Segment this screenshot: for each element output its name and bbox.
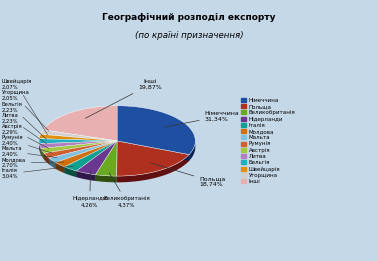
Polygon shape — [49, 141, 117, 163]
Text: Німеччина
31,34%: Німеччина 31,34% — [164, 111, 239, 127]
Polygon shape — [76, 141, 117, 177]
Polygon shape — [39, 139, 117, 144]
Polygon shape — [39, 139, 117, 147]
Text: Угорщина
2,05%: Угорщина 2,05% — [2, 90, 49, 131]
Polygon shape — [44, 141, 117, 159]
Polygon shape — [39, 144, 41, 155]
Polygon shape — [65, 141, 117, 173]
Polygon shape — [65, 141, 117, 173]
Text: Географічний розподіл експорту: Географічний розподіл експорту — [102, 13, 276, 22]
Text: Румунія
2,40%: Румунія 2,40% — [2, 135, 52, 153]
Text: Польща
18,74%: Польща 18,74% — [151, 163, 225, 187]
Polygon shape — [40, 130, 117, 141]
Text: Великобританія
4,37%: Великобританія 4,37% — [103, 173, 150, 207]
Polygon shape — [96, 175, 117, 182]
Polygon shape — [44, 141, 117, 158]
Polygon shape — [41, 141, 117, 155]
Polygon shape — [39, 139, 117, 147]
Text: Швейцарія
2,07%: Швейцарія 2,07% — [2, 79, 48, 135]
Text: Нідерланди
4,26%: Нідерланди 4,26% — [73, 171, 107, 207]
Polygon shape — [117, 141, 189, 161]
Polygon shape — [189, 141, 195, 161]
Text: (по країні призначення): (по країні призначення) — [135, 31, 243, 40]
Polygon shape — [56, 141, 117, 169]
Text: Мальта
2,40%: Мальта 2,40% — [2, 146, 57, 158]
Polygon shape — [96, 141, 117, 181]
Text: Молдова
2,70%: Молдова 2,70% — [2, 157, 64, 168]
Polygon shape — [39, 141, 117, 149]
Polygon shape — [76, 141, 117, 177]
Polygon shape — [65, 167, 76, 177]
Text: Інші
19,87%: Інші 19,87% — [85, 79, 162, 118]
Polygon shape — [56, 141, 117, 167]
Polygon shape — [56, 141, 117, 169]
Polygon shape — [117, 155, 189, 182]
Polygon shape — [117, 141, 189, 176]
Polygon shape — [49, 141, 117, 164]
Polygon shape — [76, 141, 117, 175]
Polygon shape — [39, 141, 117, 150]
Polygon shape — [41, 141, 117, 153]
Polygon shape — [117, 141, 189, 161]
Polygon shape — [39, 134, 117, 141]
Polygon shape — [49, 141, 117, 164]
Polygon shape — [96, 141, 117, 181]
Legend: Німеччина, Польща, Великобританія, Нідерланди, Італія, Молдова, Мальта, Румунія,: Німеччина, Польща, Великобританія, Нідер… — [241, 97, 296, 185]
Polygon shape — [41, 149, 44, 159]
Polygon shape — [44, 153, 49, 164]
Polygon shape — [56, 163, 65, 173]
Text: Італія
3,04%: Італія 3,04% — [2, 166, 73, 179]
Text: Литва
2,23%: Литва 2,23% — [2, 113, 47, 144]
Polygon shape — [65, 141, 117, 171]
Polygon shape — [43, 106, 117, 141]
Polygon shape — [76, 171, 96, 181]
Polygon shape — [39, 141, 117, 150]
Polygon shape — [44, 141, 117, 159]
Polygon shape — [41, 141, 117, 155]
Text: Бельгія
2,23%: Бельгія 2,23% — [2, 102, 46, 139]
Polygon shape — [96, 141, 117, 176]
Text: Австрія
2,29%: Австрія 2,29% — [2, 124, 49, 149]
Polygon shape — [49, 158, 56, 169]
Polygon shape — [117, 106, 195, 155]
